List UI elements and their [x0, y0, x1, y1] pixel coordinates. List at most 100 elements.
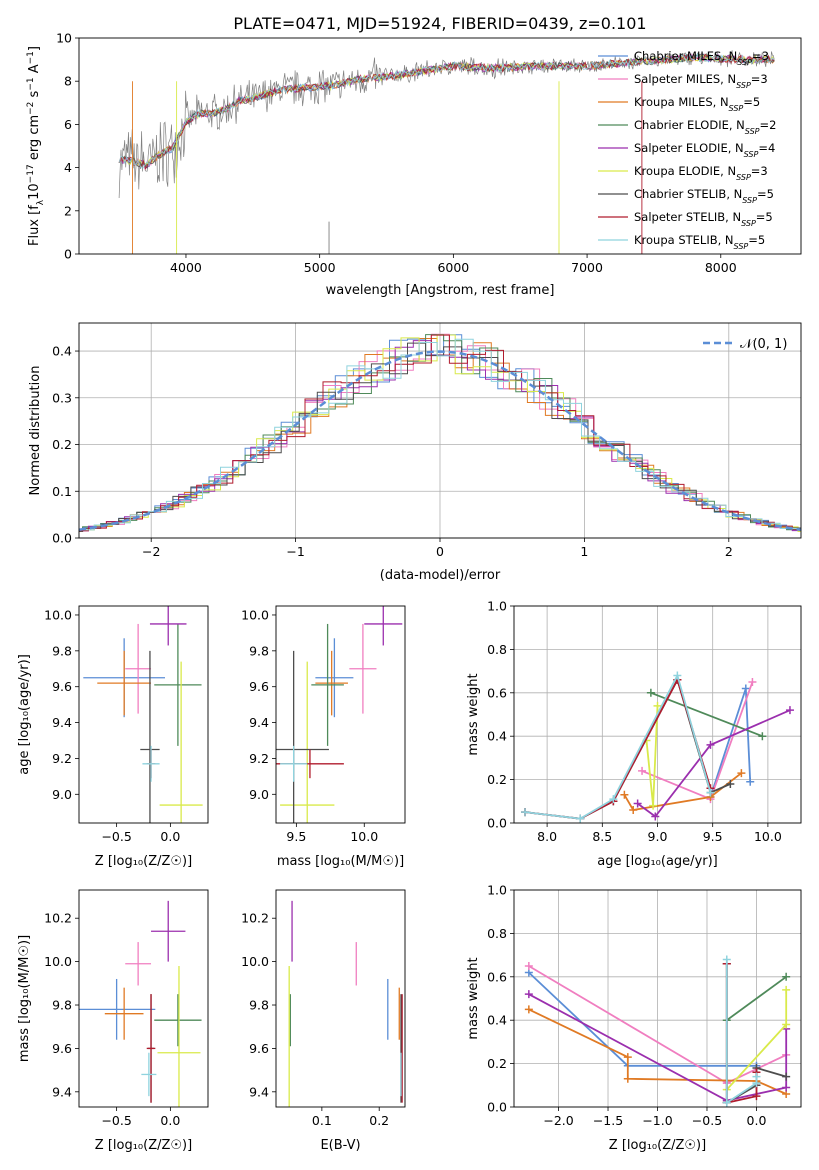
y-tick-label: 0.0 [487, 1100, 507, 1115]
plot-area-weight-vs-z [524, 955, 791, 1107]
weight-marker [782, 972, 791, 981]
errorbar-point [146, 994, 156, 1103]
y-tick-label: 9.8 [52, 643, 72, 658]
y-tick-label: 9.2 [249, 751, 269, 766]
weight-marker [782, 1072, 791, 1081]
weight-marker [758, 732, 767, 741]
y-tick-label: 0.0 [487, 816, 507, 831]
y-tick-label: 10.0 [241, 607, 269, 622]
y-tick-label: 0.2 [487, 1056, 507, 1071]
y-tick-label: 0.4 [487, 1013, 507, 1028]
y-tick-label: 0.4 [487, 729, 507, 744]
errorbar-point [280, 745, 308, 782]
errorbar-point [154, 994, 202, 1047]
weight-marker [653, 701, 662, 710]
x-tick-label: 0.0 [747, 1113, 767, 1128]
weight-series [633, 706, 794, 821]
weight-marker [521, 808, 530, 817]
x-tick-label: −2 [142, 544, 160, 559]
legend-label: Chabrier ELODIE, NSSP=2 [634, 118, 776, 136]
errorbar-point [364, 606, 403, 646]
y-axis-label: Flux [fλ10−17 erg cm−2 s−1 A−1] [26, 46, 46, 246]
errorbar-point [315, 638, 354, 718]
legend-label: Kroupa STELIB, NSSP=5 [634, 233, 765, 251]
plot-area-mass-vs-z [79, 900, 202, 1107]
x-tick-label: −1 [286, 544, 304, 559]
y-tick-label: 0.6 [487, 969, 507, 984]
y-tick-label: 0.8 [487, 642, 507, 657]
x-tick-label: 2 [725, 544, 733, 559]
plot-area-mass-vs-ebv [288, 900, 403, 1107]
weight-marker [629, 805, 638, 814]
y-tick-label: 0.2 [487, 772, 507, 787]
plot-area-age-vs-z [83, 606, 203, 823]
x-tick-label: −2.0 [543, 1113, 573, 1128]
y-tick-label: 0.8 [487, 926, 507, 941]
x-axis-label: Z [log₁₀(Z/Z☉)] [609, 1138, 706, 1153]
errorbar-point [104, 987, 144, 1040]
errorbar-point [141, 1052, 157, 1097]
axes-frame [275, 605, 406, 824]
x-tick-label: 10.0 [754, 829, 782, 844]
x-axis-label: E(B-V) [320, 1138, 360, 1153]
x-tick-label: 10.0 [350, 829, 378, 844]
weight-series [521, 671, 715, 823]
y-tick-label: 9.4 [52, 715, 72, 730]
weight-marker [782, 1083, 791, 1092]
y-tick-label: 9.6 [249, 679, 269, 694]
y-tick-label: 0.2 [52, 437, 72, 452]
y-tick-label: 0.6 [487, 685, 507, 700]
y-tick-label: 10.0 [241, 954, 269, 969]
x-axis-label: mass [log₁₀(M/M☉)] [277, 854, 404, 869]
weight-marker [752, 1072, 761, 1081]
panel-weight-vs-z: −2.0 −1.5 −1.0 −0.5 0.0 0.0 0.2 0.4 0.6 0.8 1.0 Z [… [466, 883, 802, 1153]
y-tick-label: 0.4 [52, 344, 72, 359]
x-tick-label: 7000 [571, 260, 603, 275]
errorbar-point [125, 623, 152, 714]
weight-marker [673, 671, 682, 680]
y-tick-label: 1.0 [487, 599, 507, 614]
axes-frame [78, 322, 802, 539]
x-tick-label: 8.0 [537, 829, 557, 844]
x-axis-label: Z [log₁₀(Z/Z☉)] [95, 1138, 192, 1153]
y-axis-label: mass [log₁₀(M/M☉)] [17, 935, 32, 1062]
weight-marker [646, 688, 655, 697]
weight-marker [785, 706, 794, 715]
plot-area-residuals [79, 333, 801, 532]
errorbar-point [315, 650, 348, 716]
y-axis-label: mass weight [466, 957, 481, 1039]
y-tick-label: 9.6 [249, 1041, 269, 1056]
legend-label: Salpeter STELIB, NSSP=5 [634, 210, 773, 228]
y-tick-label: 9.4 [249, 1084, 269, 1099]
x-tick-label: 0.2 [369, 1113, 389, 1128]
legend-label: Kroupa ELODIE, NSSP=3 [634, 164, 768, 182]
errorbar-point [79, 978, 156, 1040]
errorbar-point [149, 606, 187, 646]
weight-line [650, 691, 763, 738]
errorbar-point [97, 650, 152, 716]
weight-marker [623, 1074, 632, 1083]
x-tick-label: 0.0 [160, 829, 180, 844]
y-axis-label: age [log₁₀(age/yr)] [17, 654, 32, 775]
legend-label: Salpeter MILES, NSSP=3 [634, 72, 768, 90]
x-axis-label: age [log₁₀(age/yr)] [597, 854, 718, 869]
y-axis-label: mass weight [466, 673, 481, 755]
weight-marker [706, 788, 715, 797]
axes-frame [78, 605, 209, 824]
x-tick-label: 4000 [170, 260, 202, 275]
panel-spectrum: 4000 5000 6000 7000 8000 0 2 4 6 8 10 Chabrier MILE… [26, 31, 802, 298]
weight-series [722, 955, 761, 1107]
x-tick-label: 9.5 [286, 829, 306, 844]
weight-marker [722, 955, 731, 964]
legend-label: Salpeter ELODIE, NSSP=4 [634, 141, 775, 159]
x-axis-label: Z [log₁₀(Z/Z☉)] [95, 854, 192, 869]
y-tick-label: 9.0 [249, 787, 269, 802]
y-tick-label: 9.6 [52, 679, 72, 694]
x-tick-label: 0.0 [160, 1113, 180, 1128]
errorbar-point [280, 661, 335, 823]
errorbar-point [151, 900, 186, 962]
x-tick-label: −1.0 [642, 1113, 672, 1128]
x-tick-label: 6000 [437, 260, 469, 275]
